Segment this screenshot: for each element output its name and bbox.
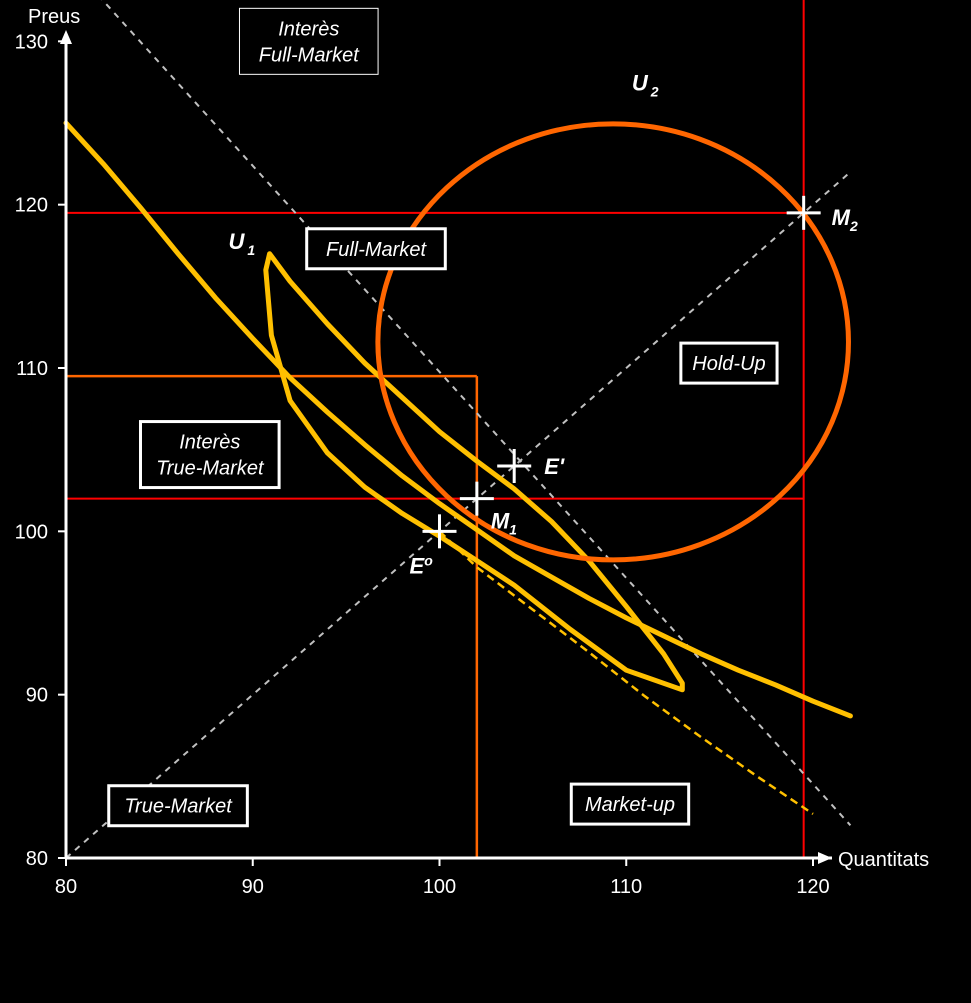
point-label-sub-M2: 2 <box>849 218 858 234</box>
series-U2_ellipse <box>375 121 851 563</box>
annotation-text-hold_up: Hold-Up <box>692 353 765 375</box>
annotation-box-market_up <box>569 782 691 826</box>
point-label-E0: Eo <box>410 552 434 578</box>
series-gray_downward_line <box>101 0 852 826</box>
curve-label-sub-U2: 2 <box>650 83 659 99</box>
annotation-text-interes_full_market: Full-Market <box>259 44 360 66</box>
curves <box>63 120 853 719</box>
curve-label-sub-U1: 1 <box>247 242 255 258</box>
annotation-text-market_up: Market-up <box>585 794 675 816</box>
annotation-box-interes_true_market <box>138 420 281 490</box>
point-label-M1: M1 <box>491 509 517 538</box>
y-axis-arrow <box>60 30 72 44</box>
y-tick-label: 120 <box>15 195 48 217</box>
annotation-box-interes_full_market <box>238 7 379 75</box>
ticks: 80 90 100 110 120 80 90 100 110 120 130 <box>15 30 832 898</box>
x-tick-label: 100 <box>423 876 456 898</box>
series-yellow_dashed_line <box>438 530 814 815</box>
annotation-text-interes_true_market: Interès <box>179 432 240 454</box>
annotation-text-interes_true_market: True-Market <box>156 458 265 480</box>
x-tick-label: 80 <box>55 876 77 898</box>
y-tick-label: 130 <box>15 31 48 53</box>
point-label-Eprime: E' <box>544 454 565 479</box>
points: Eo M1 E' M2 U 1 U 2 <box>228 70 858 578</box>
annotation-box-true_market <box>107 784 249 828</box>
annotation-text-true_market: True-Market <box>124 796 233 818</box>
annotation-text-interes_full_market: Interès <box>278 18 339 40</box>
y-tick-label: 110 <box>16 358 48 380</box>
y-tick-label: 100 <box>15 521 48 543</box>
annotation-box-full_market <box>305 227 447 271</box>
y-tick-label: 80 <box>26 848 48 870</box>
point-label-M2: M2 <box>832 205 858 234</box>
annotation-text-full_market: Full-Market <box>326 239 427 261</box>
y-axis-title: Preus <box>28 6 80 28</box>
point-label-sub-E0: o <box>424 552 433 568</box>
x-tick-label: 120 <box>796 876 829 898</box>
annotations: Interès Full-Market Full-Market Interès True… <box>107 7 779 828</box>
series-yellow_curve_long <box>63 120 853 719</box>
x-tick-label: 110 <box>610 876 642 898</box>
x-axis-arrow <box>818 852 832 864</box>
point-label-sub-M1: 1 <box>509 522 517 538</box>
axes: Preus Quantitats <box>28 6 929 871</box>
x-axis-title: Quantitats <box>838 849 929 871</box>
series-U1_loop <box>263 251 685 693</box>
annotation-box-hold_up <box>679 341 779 385</box>
y-tick-label: 90 <box>26 685 48 707</box>
x-tick-label: 90 <box>242 876 264 898</box>
